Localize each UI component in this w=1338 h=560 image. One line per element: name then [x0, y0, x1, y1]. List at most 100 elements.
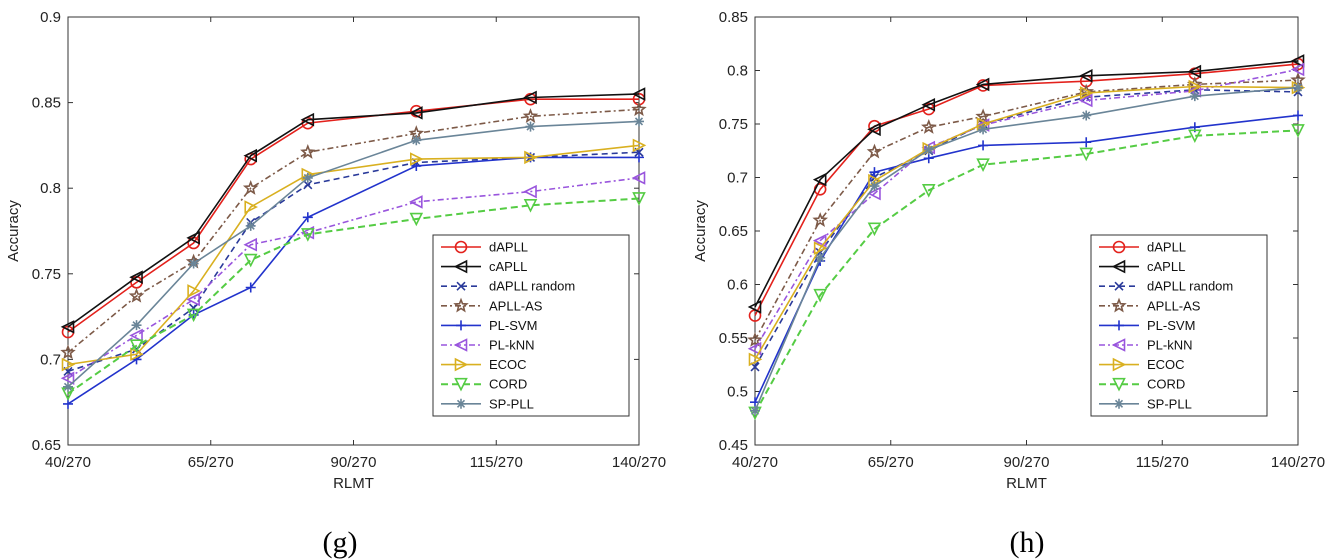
data-point-sp-pll — [411, 135, 422, 146]
legend-item-sp-pll: SP-PLL — [441, 396, 534, 411]
data-point-capll — [1290, 54, 1305, 68]
legend-item-sp-pll: SP-PLL — [1099, 396, 1192, 411]
legend-marker — [454, 377, 468, 392]
data-point-pl-svm — [302, 212, 313, 223]
legend-item-ecoc: ECOC — [441, 357, 527, 372]
legend-marker — [453, 259, 468, 274]
data-point-dapll-random — [303, 180, 313, 190]
data-point-sp-pll — [869, 181, 880, 192]
data-point-ecoc — [61, 357, 76, 372]
legend-marker — [456, 281, 466, 291]
data-point-sp-pll — [1189, 91, 1200, 102]
y-axis-label: Accuracy — [5, 200, 22, 262]
data-point-pl-knn — [60, 371, 75, 386]
series-line-cord — [754, 129, 1299, 414]
x-tick-label: 40/270 — [732, 454, 778, 471]
series-line-apll-as — [754, 79, 1299, 341]
legend-label: ECOC — [1147, 357, 1185, 372]
data-point-apll-as — [631, 101, 647, 117]
y-tick-label: 0.85 — [719, 9, 748, 26]
legend-marker — [453, 338, 468, 352]
y-tick-label: 0.45 — [719, 437, 748, 454]
series-line-dapll — [754, 63, 1299, 316]
data-point-apll-as — [812, 212, 829, 228]
data-point-pl-svm — [869, 167, 880, 178]
data-point-sp-pll — [1293, 82, 1303, 93]
y-tick-label: 0.65 — [32, 437, 61, 454]
legend-item-pl-svm: PL-SVM — [1099, 318, 1195, 333]
legend-item-cord: CORD — [1099, 377, 1185, 392]
data-point-ecoc — [524, 150, 538, 165]
x-tick-label: 140/270 — [1271, 454, 1325, 471]
data-point-ecoc — [748, 352, 763, 367]
data-point-apll-as — [60, 344, 76, 360]
data-point-sp-pll — [245, 220, 256, 231]
data-point-apll-as — [300, 143, 316, 159]
data-point-apll-as — [921, 119, 937, 134]
series-line-dapll-random — [754, 88, 1299, 368]
data-point-capll — [1187, 64, 1202, 79]
y-axis-label: Accuracy — [692, 200, 709, 262]
legend-marker — [456, 398, 466, 409]
legend-item-apll-as: APLL-AS — [441, 297, 543, 313]
legend-marker — [1112, 240, 1126, 254]
data-point-apll-as — [975, 108, 991, 124]
x-tick-label: 90/270 — [1004, 454, 1050, 471]
data-point-pl-svm — [245, 282, 256, 293]
data-point-capll — [867, 122, 881, 137]
data-point-cord — [632, 192, 646, 206]
data-point-sp-pll — [1081, 110, 1092, 121]
legend-item-dapll-random: dAPLL random — [1099, 279, 1233, 294]
series-sp-pll — [63, 116, 644, 392]
data-point-sp-pll — [131, 320, 142, 331]
data-point-cord — [186, 308, 201, 323]
legend-label: dAPLL — [1147, 240, 1186, 255]
data-point-cord — [813, 288, 827, 303]
legend-marker — [1114, 320, 1124, 331]
data-point-capll — [1078, 69, 1093, 83]
data-point-cord — [1188, 129, 1202, 144]
chart-h: 0.45 0.5 0.55 0.6 0.65 0.7 0.75 0.8 0.85 40/270 65… — [692, 9, 1325, 492]
data-point-ecoc — [410, 152, 424, 166]
legend-item-capll: cAPLL — [1099, 259, 1185, 274]
data-point-capll — [747, 300, 762, 314]
data-point-dapll-random — [189, 303, 199, 313]
chart-g: 0.65 0.7 0.75 0.8 0.85 0.9 40/270 65/270 90/270 1… — [5, 9, 666, 492]
data-point-ecoc — [187, 284, 201, 298]
data-point-sp-pll — [188, 258, 199, 269]
data-point-sp-pll — [302, 172, 313, 183]
data-point-capll — [523, 90, 537, 105]
legend-item-dapll: dAPLL — [441, 240, 528, 255]
y-tick-label: 0.7 — [727, 170, 748, 187]
series-ecoc — [61, 138, 647, 372]
data-point-capll — [60, 320, 75, 334]
data-point-pl-svm — [1293, 110, 1303, 121]
data-point-cord — [867, 222, 882, 237]
series-line-ecoc — [67, 144, 640, 366]
data-point-apll-as — [522, 108, 539, 123]
data-point-pl-knn — [1078, 93, 1093, 108]
legend-marker — [1114, 281, 1124, 291]
data-point-apll-as — [242, 179, 259, 195]
data-point-cord — [1291, 124, 1305, 138]
series-line-sp-pll — [754, 86, 1299, 412]
legend-label: PL-kNN — [1147, 338, 1193, 353]
data-point-cord — [976, 158, 990, 172]
x-tick-label: 140/270 — [612, 454, 666, 471]
y-tick-label: 0.6 — [727, 277, 748, 294]
series-line-cord — [67, 197, 640, 395]
series-capll — [747, 54, 1305, 314]
caption-h: (h) — [1010, 526, 1045, 559]
y-tick-label: 0.9 — [40, 9, 61, 26]
legend-label: SP-PLL — [1147, 396, 1192, 411]
series-line-capll — [754, 60, 1299, 308]
data-point-capll — [243, 148, 258, 163]
series-sp-pll — [750, 82, 1303, 416]
y-tick-label: 0.75 — [719, 116, 748, 133]
series-line-pl-svm — [67, 156, 639, 405]
legend-label: dAPLL random — [489, 279, 575, 294]
legend-marker — [456, 320, 466, 331]
y-tick-label: 0.7 — [40, 351, 61, 368]
legend-item-pl-knn: PL-kNN — [441, 338, 535, 353]
legend: dAPLL cAPLL dAPLL random APLL-AS PL-SVM PL-kN… — [1090, 234, 1268, 417]
